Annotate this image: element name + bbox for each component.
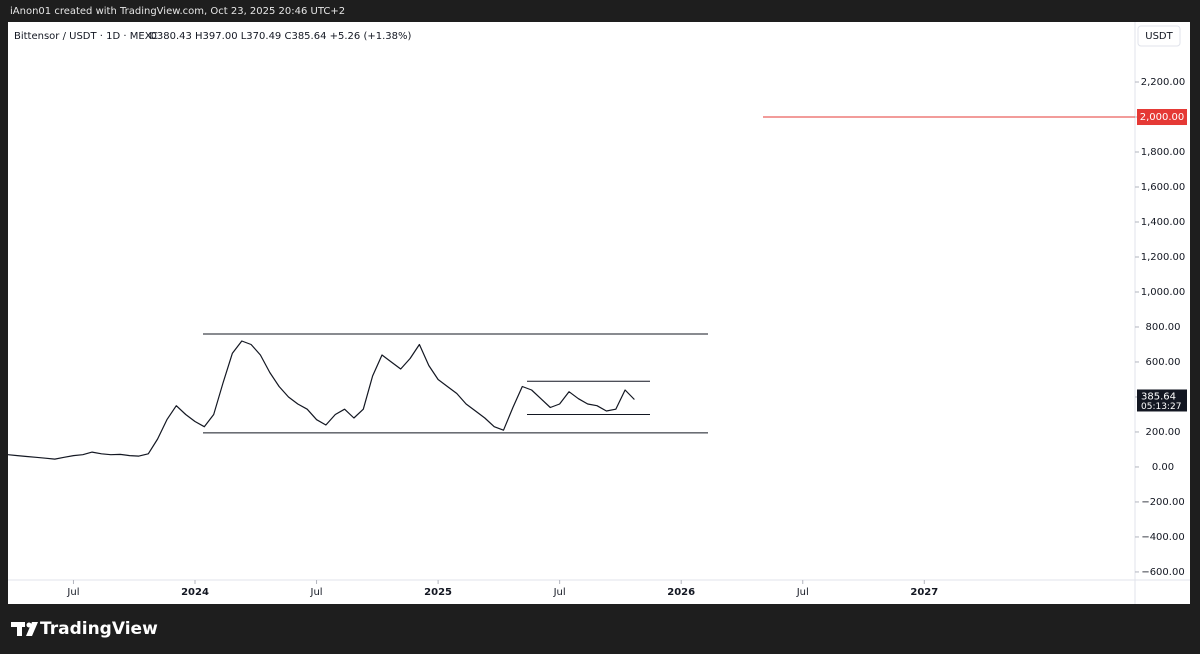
x-tick-label: 2027	[910, 587, 938, 598]
y-tick-label: 800.00	[1146, 322, 1181, 333]
x-tick-label: 2025	[424, 587, 452, 598]
y-tick-label: 1,000.00	[1141, 287, 1186, 298]
currency[interactable]: USDT	[1145, 31, 1173, 42]
x-tick-label: Jul	[796, 587, 809, 598]
y-tick-label: −600.00	[1141, 567, 1184, 578]
x-tick-label: Jul	[553, 587, 566, 598]
top-bar	[0, 0, 1200, 22]
y-tick-label: 0.00	[1152, 462, 1174, 473]
y-tick-label: 1,400.00	[1141, 217, 1186, 228]
x-tick-label: 2024	[181, 587, 209, 598]
countdown: 05:13:27	[1141, 402, 1181, 412]
y-tick-label: −400.00	[1141, 532, 1184, 543]
level-label-box	[1137, 109, 1187, 126]
logo-icon	[11, 622, 38, 636]
last-price-box	[1137, 389, 1187, 412]
y-tick-label: 1,200.00	[1141, 252, 1186, 263]
level-label: 2,000.00	[1140, 112, 1185, 123]
y-tick-label: −200.00	[1141, 497, 1184, 508]
chart-panel	[8, 22, 1190, 604]
currency-box[interactable]	[1137, 25, 1181, 47]
y-tick-label: 1,800.00	[1141, 147, 1186, 158]
logo-text: TradingView	[40, 619, 158, 639]
y-tick-label: 2,200.00	[1141, 77, 1186, 88]
last-price: 385.64	[1141, 391, 1176, 402]
x-tick-label: Jul	[66, 587, 79, 598]
symbol: Bittensor / USDT · 1D · MEXC	[14, 31, 158, 42]
header: iAnon01 created with TradingView.com, Oc…	[10, 6, 345, 17]
x-tick-label: 2026	[667, 587, 695, 598]
y-tick-label: 200.00	[1146, 427, 1181, 438]
y-tick-label: 1,600.00	[1141, 182, 1186, 193]
x-tick-label: Jul	[310, 587, 323, 598]
y-tick-label: 600.00	[1146, 357, 1181, 368]
ohlc: O380.43 H397.00 L370.49 C385.64 +5.26 (+…	[149, 31, 411, 42]
price-line	[7, 340, 635, 460]
footer	[0, 604, 1200, 654]
